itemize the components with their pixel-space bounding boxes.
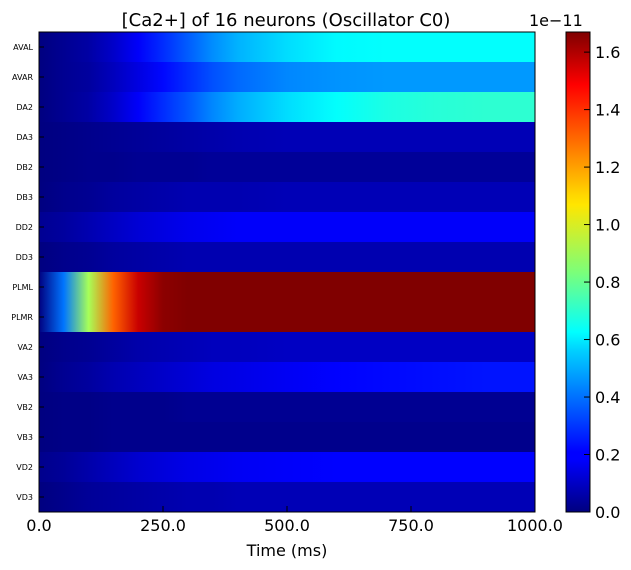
heatmap-row-va3: [39, 362, 535, 393]
x-axis-label: Time (ms): [246, 541, 328, 560]
colorbar-tick-label: 0.2: [595, 446, 620, 465]
heatmap-row-vb2: [39, 392, 535, 423]
x-tick-label: 250.0: [140, 516, 186, 535]
colorbar-exponent: 1e−11: [529, 11, 583, 30]
row-label: VA3: [17, 373, 33, 382]
heatmap-row-db2: [39, 152, 535, 183]
heatmap-row-db3: [39, 182, 535, 213]
heatmap-row-plml: [39, 272, 535, 303]
row-label: DA2: [16, 103, 33, 112]
row-label: VD2: [16, 463, 33, 472]
x-tick-label: 750.0: [388, 516, 434, 535]
x-tick-label: 1000.0: [507, 516, 563, 535]
heatmap-row-da3: [39, 122, 535, 153]
colorbar-tick-label: 1.4: [595, 101, 620, 120]
row-label: DD2: [16, 223, 33, 232]
heatmap-cells: [39, 32, 535, 513]
row-label: VA2: [17, 343, 33, 352]
heatmap-row-vd2: [39, 452, 535, 483]
colorbar-ticks: 0.0 0.2 0.4 0.6 0.8 1.0 1.2 1.4 1.6: [584, 43, 620, 522]
heatmap-row-vb3: [39, 422, 535, 453]
heatmap-row-avar: [39, 62, 535, 93]
row-label: DB3: [16, 193, 33, 202]
colorbar-tick-label: 0.4: [595, 388, 620, 407]
colorbar: [565, 31, 591, 513]
colorbar-tick-label: 1.0: [595, 216, 620, 235]
colorbar-tick-label: 0.8: [595, 273, 620, 292]
row-label: DB2: [16, 163, 33, 172]
row-label: AVAR: [12, 73, 33, 82]
row-label: AVAL: [13, 43, 33, 52]
row-label: VD3: [16, 493, 33, 502]
heatmap-row-plmr: [39, 302, 535, 333]
colorbar-tick-label: 0.0: [595, 503, 620, 522]
heatmap-row-da2: [39, 92, 535, 123]
row-label: DA3: [16, 133, 33, 142]
x-axis-ticks: 0.0 250.0 500.0 750.0 1000.0: [26, 506, 563, 535]
heatmap-row-dd3: [39, 242, 535, 273]
row-label: VB3: [17, 433, 33, 442]
x-tick-label: 500.0: [264, 516, 310, 535]
row-labels: AVAL AVAR DA2 DA3 DB2 DB3 DD2 DD3 PLML PLMR VA2 VA3…: [11, 43, 44, 502]
row-label: VB2: [17, 403, 33, 412]
row-label: DD3: [16, 253, 33, 262]
colorbar-tick-label: 1.6: [595, 43, 620, 62]
colorbar-tick-label: 1.2: [595, 158, 620, 177]
row-label: PLMR: [11, 313, 33, 322]
row-label: PLML: [12, 283, 33, 292]
chart-title: [Ca2+] of 16 neurons (Oscillator C0): [122, 10, 451, 31]
heatmap-row-aval: [39, 32, 535, 63]
x-tick-label: 0.0: [26, 516, 51, 535]
heatmap-row-va2: [39, 332, 535, 363]
colorbar-tick-label: 0.6: [595, 331, 620, 350]
heatmap-row-dd2: [39, 212, 535, 243]
